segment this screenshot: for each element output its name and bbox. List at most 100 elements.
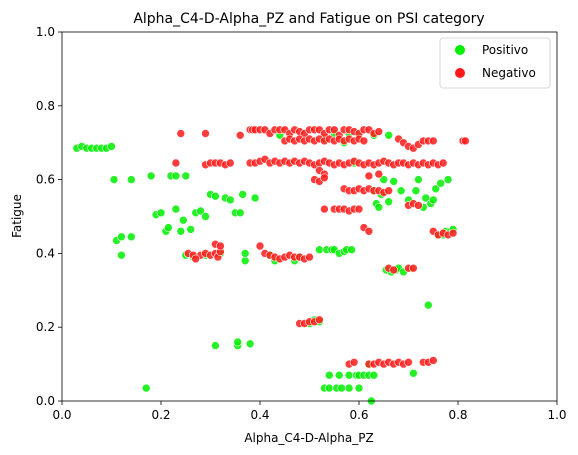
data-point-positivo-70 — [347, 245, 356, 254]
data-point-positivo-13 — [127, 175, 136, 184]
data-point-positivo-47 — [250, 193, 260, 203]
data-point-positivo-46 — [245, 339, 255, 349]
data-point-positivo-100 — [423, 300, 433, 310]
data-point-positivo-55 — [315, 245, 324, 254]
data-point-positivo-79 — [369, 370, 379, 380]
data-point-positivo-74 — [354, 383, 364, 393]
data-point-positivo-63 — [334, 370, 344, 380]
legend-marker-positivo — [455, 45, 465, 55]
data-point-positivo-25 — [181, 171, 191, 181]
data-point-positivo-108 — [443, 175, 453, 184]
data-point-negativo-109 — [320, 173, 329, 183]
data-point-positivo-65 — [337, 383, 347, 393]
data-point-negativo-1 — [201, 129, 210, 138]
data-point-negativo-57 — [461, 136, 470, 146]
x-tick-label: 0.6 — [349, 408, 368, 422]
data-point-negativo-120 — [364, 171, 374, 181]
data-point-positivo-21 — [171, 171, 181, 181]
data-point-negativo-2 — [235, 131, 245, 140]
data-point-negativo-164 — [448, 228, 458, 238]
data-point-positivo-34 — [211, 341, 220, 350]
data-point-positivo-11 — [117, 250, 126, 260]
data-point-negativo-30 — [374, 127, 384, 136]
data-point-positivo-82 — [374, 203, 384, 212]
data-point-negativo-169 — [315, 315, 324, 325]
data-point-negativo-133 — [364, 227, 374, 236]
data-point-positivo-43 — [238, 190, 247, 199]
data-point-positivo-30 — [196, 206, 205, 216]
data-point-positivo-10 — [117, 232, 126, 242]
x-tick-label: 1.0 — [547, 408, 566, 422]
x-tick-label: 0.4 — [250, 408, 269, 422]
data-point-positivo-45 — [240, 249, 250, 258]
data-point-positivo-84 — [379, 175, 389, 184]
data-point-positivo-102 — [428, 195, 438, 205]
data-point-negativo-0 — [176, 129, 186, 138]
data-point-negativo-171 — [349, 357, 359, 367]
y-tick-label: 0.8 — [36, 99, 55, 113]
data-point-positivo-7 — [107, 142, 116, 151]
data-point-negativo-55 — [428, 136, 438, 146]
data-point-positivo-12 — [127, 232, 136, 242]
points-layer — [72, 125, 470, 406]
data-point-positivo-22 — [171, 204, 181, 214]
data-point-positivo-103 — [431, 184, 441, 194]
data-point-positivo-86 — [384, 197, 394, 206]
y-tick-label: 0.2 — [36, 320, 55, 334]
data-point-positivo-17 — [156, 208, 166, 218]
data-point-positivo-24 — [179, 215, 188, 225]
data-point-positivo-31 — [201, 212, 210, 221]
data-point-negativo-58 — [171, 158, 181, 168]
data-point-positivo-105 — [436, 179, 446, 188]
data-point-negativo-124 — [414, 201, 423, 210]
data-point-negativo-152 — [216, 241, 225, 251]
data-point-positivo-38 — [226, 195, 235, 205]
data-point-positivo-68 — [344, 370, 354, 380]
data-point-positivo-91 — [396, 186, 406, 195]
data-point-positivo-15 — [146, 171, 156, 181]
legend-label-negativo: Negativo — [482, 66, 536, 80]
data-point-positivo-27 — [186, 225, 195, 234]
data-point-positivo-8 — [109, 175, 119, 184]
chart-title: Alpha_C4-D-Alpha_PZ and Fatigue on PSI c… — [133, 11, 484, 27]
data-point-positivo-19 — [164, 223, 173, 232]
data-point-positivo-14 — [141, 383, 151, 393]
data-point-positivo-88 — [389, 177, 399, 186]
x-axis-label: Alpha_C4-D-Alpha_PZ — [244, 431, 373, 445]
y-tick-label: 0.0 — [36, 394, 55, 408]
data-point-negativo-131 — [354, 204, 364, 214]
data-point-negativo-155 — [191, 254, 200, 264]
x-axis: 0.0 0.2 0.4 0.6 0.8 1.0 — [52, 401, 567, 422]
data-point-negativo-144 — [305, 252, 314, 262]
x-tick-label: 0.0 — [52, 408, 71, 422]
legend-box — [439, 37, 551, 89]
data-point-negativo-157 — [389, 265, 399, 275]
legend-label-positivo: Positivo — [482, 43, 528, 57]
data-point-negativo-47 — [359, 136, 369, 146]
data-point-positivo-95 — [409, 368, 418, 378]
data-point-positivo-96 — [411, 186, 421, 195]
data-point-negativo-180 — [404, 357, 413, 367]
data-point-negativo-119 — [384, 186, 394, 195]
data-point-negativo-125 — [320, 204, 329, 214]
y-tick-label: 1.0 — [36, 25, 55, 39]
data-point-negativo-121 — [374, 169, 384, 179]
data-point-positivo-69 — [344, 383, 354, 393]
data-point-negativo-21 — [329, 125, 339, 135]
x-tick-label: 0.2 — [151, 408, 170, 422]
x-tick-label: 0.8 — [448, 408, 467, 422]
data-point-positivo-97 — [414, 175, 423, 184]
data-point-negativo-64 — [226, 158, 235, 168]
data-point-negativo-104 — [438, 158, 448, 168]
legend: Positivo Negativo — [439, 37, 551, 89]
data-point-positivo-23 — [176, 227, 186, 236]
data-point-positivo-44 — [240, 256, 250, 266]
data-point-positivo-42 — [235, 208, 245, 218]
data-point-positivo-35 — [211, 191, 220, 201]
data-point-positivo-41 — [233, 337, 242, 347]
data-point-negativo-159 — [409, 263, 418, 273]
data-point-positivo-58 — [324, 370, 334, 380]
y-axis-label: Fatigue — [10, 194, 24, 238]
y-tick-label: 0.6 — [36, 173, 55, 187]
